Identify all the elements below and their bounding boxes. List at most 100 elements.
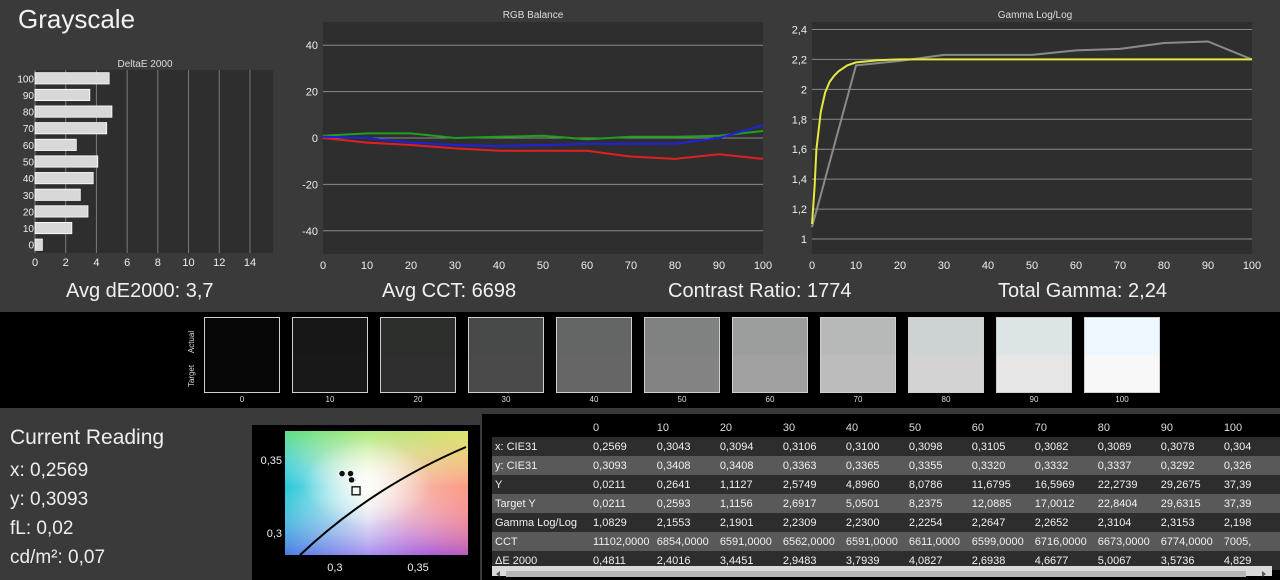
table-header-cell: 90	[1160, 421, 1174, 434]
planckian-locus	[299, 446, 467, 556]
table-cell: 0,3292	[1157, 456, 1221, 475]
swatch-target	[381, 355, 455, 392]
gamma-stat: Total Gamma: 2,24	[998, 280, 1167, 302]
table-header-cell: 80	[1097, 421, 1111, 434]
swatch-label: 100	[1115, 395, 1129, 404]
swatch-label: 60	[765, 395, 775, 404]
swatch-40	[556, 317, 632, 393]
rgb-balance-chart-title: RGB Balance	[503, 10, 564, 21]
table-cell: 2,2652	[1031, 513, 1095, 532]
delta-e-y-tick: 0	[28, 241, 34, 252]
swatch-label: 70	[853, 395, 863, 404]
rgb-y-tick: -40	[302, 226, 318, 238]
cie-gradient-white	[285, 431, 468, 555]
table-cell: 2,198	[1220, 513, 1280, 532]
gamma-y-tick: 1,2	[792, 204, 807, 216]
delta-e-y-tick: 30	[23, 191, 35, 202]
table-row: y: CIE31 0,3093 0,3408 0,3408 0,3363 0,3365 0,…	[492, 456, 1280, 475]
table-cell: 11,6795	[968, 475, 1032, 494]
scroll-right-icon[interactable]	[1262, 571, 1266, 577]
table-cell: 4,8960	[842, 475, 906, 494]
current-reading-panel: Current Reading x: 0,2569 y: 0,3093 fL: …	[10, 426, 240, 576]
table-cell: 5,0067	[1094, 551, 1158, 570]
table-cell: 8,0786	[905, 475, 969, 494]
table-cell: 2,9483	[779, 551, 843, 570]
table-cell: 6591,0000	[716, 532, 780, 551]
swatch-row-labels: Actual Target	[187, 331, 196, 387]
swatch-actual	[205, 318, 279, 355]
delta-e-x-tick: 10	[182, 257, 194, 269]
actual-label: Actual	[187, 331, 196, 353]
swatch-target	[293, 355, 367, 392]
delta-e-bar	[34, 188, 81, 201]
swatch-actual	[469, 318, 543, 355]
table-cell: 6599,0000	[968, 532, 1032, 551]
table-header-cell: 20	[719, 421, 733, 434]
table-cell: 6716,0000	[1031, 532, 1095, 551]
scroll-left-icon[interactable]	[496, 571, 500, 577]
delta-e-x-tick: 12	[213, 257, 225, 269]
cie-y-tick: 0,35	[261, 455, 282, 467]
table-row-label: y: CIE31	[492, 456, 591, 475]
gamma-y-tick: 2,2	[792, 54, 807, 66]
table-cell: 2,1901	[716, 513, 780, 532]
table-header-cell: 100	[1223, 421, 1243, 434]
table-cell: 0,3365	[842, 456, 906, 475]
swatch-actual	[557, 318, 631, 355]
rgb-series-line	[322, 130, 764, 141]
gamma-y-tick: 2	[801, 84, 807, 96]
gamma-y-tick: 1,4	[792, 174, 807, 186]
table-header-cell: 50	[908, 421, 922, 434]
gamma-x-tick: 70	[1114, 260, 1126, 272]
table-cell: 2,2647	[968, 513, 1032, 532]
table-cell: 6562,0000	[779, 532, 843, 551]
avg-cct-stat: Avg CCT: 6698	[382, 280, 517, 302]
table-cell: 0,3363	[779, 456, 843, 475]
table-cell: 2,6938	[968, 551, 1032, 570]
gamma-x-tick: 0	[809, 260, 815, 272]
delta-e-bar	[34, 155, 99, 168]
table-cell: 2,4016	[653, 551, 717, 570]
reading-x: x: 0,2569	[10, 460, 89, 481]
delta-e-y-tick: 70	[23, 124, 35, 135]
table-cell: 17,0012	[1031, 494, 1095, 513]
swatch-target	[557, 355, 631, 392]
swatch-10	[292, 317, 368, 393]
cie-target-marker	[351, 486, 361, 496]
table-header-cell: 40	[845, 421, 859, 434]
table-cell: 0,3094	[716, 437, 780, 456]
table-cell: 0,4811	[590, 551, 654, 570]
scrollbar-thumb[interactable]	[506, 571, 1246, 577]
rgb-x-tick: 0	[320, 260, 326, 272]
delta-e-x-tick: 14	[244, 257, 256, 269]
table-header-cell: 30	[782, 421, 796, 434]
swatch-label: 30	[501, 395, 511, 404]
horizontal-scrollbar[interactable]	[492, 566, 1272, 577]
table-cell: 2,5749	[779, 475, 843, 494]
cie-measured-point	[347, 476, 356, 484]
swatch-80	[908, 317, 984, 393]
table-cell: 0,3089	[1094, 437, 1158, 456]
table-cell: 0,0211	[590, 475, 654, 494]
table-cell: 3,5736	[1157, 551, 1221, 570]
table-cell: 0,3106	[779, 437, 843, 456]
swatch-90	[996, 317, 1072, 393]
rgb-series-line	[322, 124, 764, 148]
rgb-x-tick: 90	[713, 260, 725, 272]
delta-e-y-tick: 100	[17, 74, 34, 85]
table-cell: 8,2375	[905, 494, 969, 513]
swatch-target	[1085, 355, 1159, 392]
cie-x-tick: 0,35	[407, 562, 428, 574]
cie-y-tick: 0,3	[267, 528, 282, 540]
table-cell: 0,2641	[653, 475, 717, 494]
table-cell: 0,3082	[1031, 437, 1095, 456]
swatch-20	[380, 317, 456, 393]
contrast-stat: Contrast Ratio: 1774	[668, 280, 852, 302]
swatch-0	[204, 317, 280, 393]
rgb-x-tick: 80	[669, 260, 681, 272]
current-reading-heading: Current Reading	[10, 426, 165, 449]
table-row: Y 0,0211 0,2641 1,1127 2,5749 4,8960 8,0786 11,…	[492, 475, 1280, 494]
swatch-label: 40	[589, 395, 599, 404]
table-cell: 37,39	[1220, 494, 1280, 513]
